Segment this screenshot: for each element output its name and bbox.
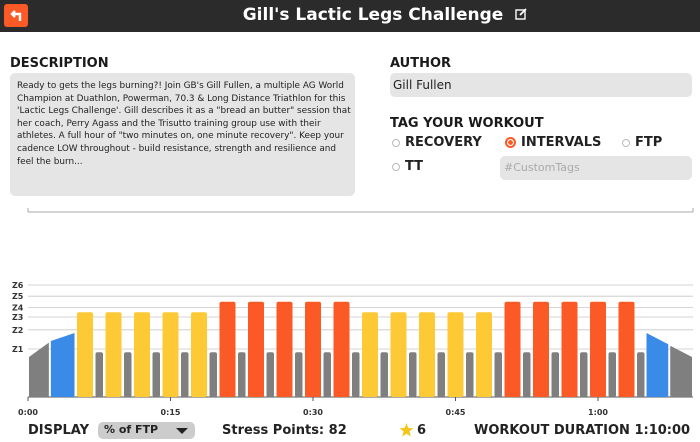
- interval-on: [162, 312, 179, 397]
- description-box[interactable]: [10, 73, 355, 196]
- stress-label: Stress Points:: [222, 423, 325, 438]
- edit-icon[interactable]: [515, 8, 527, 20]
- interval-off: [380, 352, 388, 397]
- x-tick-label: 0:00: [18, 408, 38, 417]
- interval-on: [276, 301, 293, 397]
- duration-label: WORKOUT DURATION: [474, 423, 630, 438]
- x-tick-label: 1:00: [588, 408, 608, 417]
- tag-option[interactable]: RECOVERY: [392, 135, 482, 150]
- description-text: Ready to gets the legs burning?! Join GB…: [17, 81, 351, 167]
- interval-on: [390, 312, 407, 397]
- tags-label: TAG YOUR WORKOUT: [390, 116, 544, 131]
- interval-off: [238, 352, 246, 397]
- custom-tags-placeholder: #CustomTags: [504, 161, 580, 174]
- zone-label: Z3: [12, 313, 23, 322]
- interval-off: [124, 352, 132, 397]
- radio: [505, 137, 516, 148]
- tag-label: INTERVALS: [521, 135, 602, 150]
- radio: [622, 138, 630, 147]
- interval-on: [105, 312, 122, 397]
- tag-label: FTP: [635, 135, 663, 150]
- interval-off: [152, 352, 160, 397]
- interval-on: [248, 301, 264, 397]
- duration: WORKOUT DURATION 1:10:00: [474, 423, 690, 438]
- tag-label: RECOVERY: [405, 135, 482, 150]
- interval-on: [362, 312, 378, 397]
- interval-on: [77, 312, 93, 397]
- interval-on: [134, 312, 150, 397]
- title-wrap: Gill's Lactic Legs Challenge: [0, 5, 700, 25]
- tag-option[interactable]: FTP: [622, 135, 662, 150]
- x-tick-label: 0:15: [161, 408, 181, 417]
- x-tick-label: 0:30: [303, 408, 323, 417]
- interval-on: [618, 301, 635, 397]
- interval-off: [181, 352, 189, 397]
- interval-on: [504, 301, 521, 397]
- zone-label: Z1: [12, 345, 24, 354]
- star-icon: [399, 423, 414, 437]
- display-label: DISPLAY: [28, 423, 90, 438]
- duration-value: 1:10:00: [634, 423, 691, 438]
- interval-off: [580, 352, 588, 397]
- author-label: AUTHOR: [390, 56, 452, 71]
- interval-on: [305, 301, 321, 397]
- interval-on: [333, 301, 350, 397]
- display-value: % of FTP: [104, 423, 159, 436]
- ramp-segment: [670, 345, 692, 397]
- custom-tags-input[interactable]: [500, 156, 692, 180]
- interval-on: [219, 301, 236, 397]
- zone-label: Z5: [12, 292, 24, 301]
- interval-on: [590, 301, 606, 397]
- dropdown-arrow: [176, 428, 188, 434]
- interval-off: [608, 352, 616, 397]
- interval-on: [561, 301, 578, 397]
- interval-on: [476, 312, 492, 397]
- interval-off: [266, 352, 274, 397]
- rating: 6: [417, 423, 427, 438]
- author-input[interactable]: [390, 73, 692, 97]
- zone-label: Z4: [12, 303, 24, 312]
- interval-off: [352, 352, 360, 397]
- interval-off: [409, 352, 417, 397]
- ramp-segment: [646, 333, 669, 397]
- top-bar: [0, 0, 700, 32]
- zone-label: Z6: [12, 281, 24, 290]
- interval-on: [533, 301, 549, 397]
- workout-title: Gill's Lactic Legs Challenge: [242, 5, 504, 25]
- interval-off: [551, 352, 559, 397]
- tag-label: TT: [405, 159, 424, 174]
- radio: [392, 138, 400, 147]
- interval-off: [95, 352, 103, 397]
- interval-off: [437, 352, 445, 397]
- radio: [392, 162, 400, 171]
- back-icon: [10, 10, 22, 21]
- interval-off: [209, 352, 217, 397]
- back-button[interactable]: [4, 4, 28, 27]
- interval-off: [494, 352, 502, 397]
- interval-off: [637, 352, 645, 397]
- interval-off: [323, 352, 331, 397]
- interval-off: [466, 352, 474, 397]
- interval-on: [419, 312, 435, 397]
- interval-on: [447, 312, 464, 397]
- interval-off: [295, 352, 303, 397]
- stress-value: 82: [328, 423, 347, 438]
- tag-option[interactable]: TT: [392, 159, 423, 174]
- stress-points: Stress Points: 82: [222, 423, 347, 438]
- zone-label: Z2: [12, 326, 23, 335]
- tag-option[interactable]: INTERVALS: [505, 135, 601, 150]
- x-tick-label: 0:45: [446, 408, 466, 417]
- interval-off: [523, 352, 531, 397]
- author-value: Gill Fullen: [393, 78, 452, 92]
- interval-on: [191, 312, 207, 397]
- ramp-segment: [50, 333, 75, 397]
- ramp-segment: [29, 342, 49, 397]
- description-label: DESCRIPTION: [10, 56, 109, 71]
- display-dropdown[interactable]: % of FTP: [98, 422, 195, 439]
